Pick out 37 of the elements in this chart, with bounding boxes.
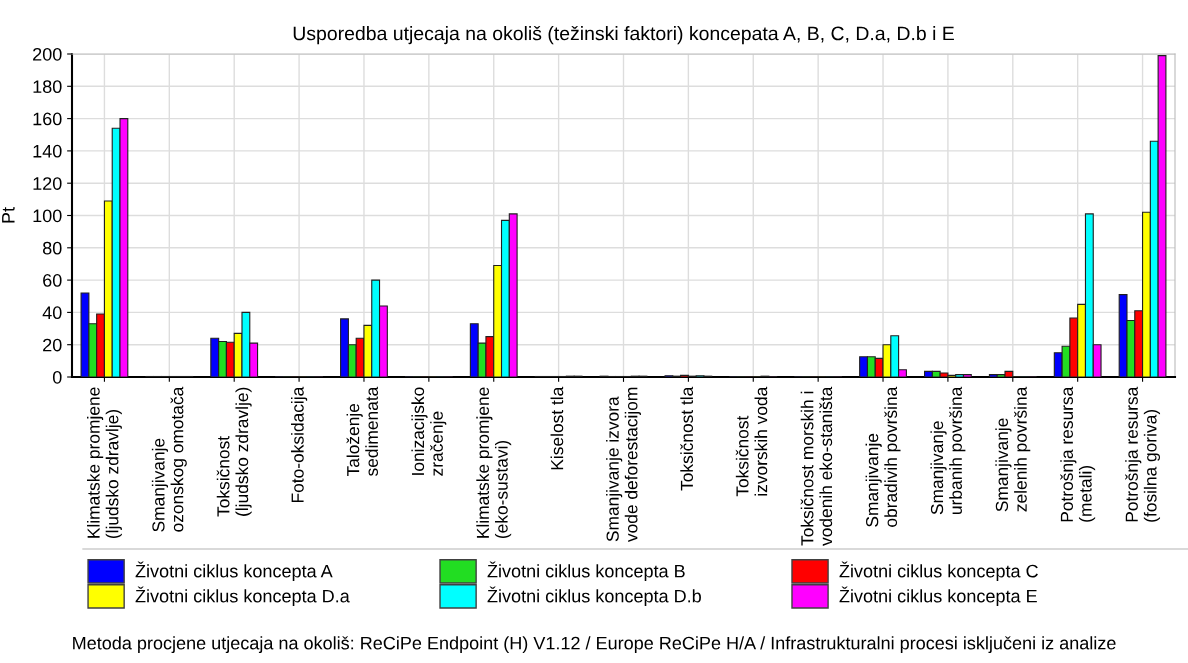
x-tick-label: Taloženje sedimenata [346,386,379,477]
legend-label: Životni ciklus koncepta A [135,561,333,582]
x-tick-label: Toksičnost izvorskih voda [735,386,768,497]
x-tick-label: Klimatske promjene (ljudsko zdravlje) [87,387,122,539]
x-tick-label: Foto-oksidacija [291,386,308,503]
y-tick-label: 100 [33,209,62,223]
y-tick-label: 40 [42,306,62,320]
x-tick-label: Smanjivanje obradivih površina [865,386,901,527]
y-tick-label: 160 [33,112,62,126]
x-tick-label: Kiselost tla [550,386,564,470]
y-tick-label: 200 [33,47,62,61]
legend-label: Životni ciklus koncepta C [839,561,1038,582]
legend-label: Životni ciklus koncepta E [839,586,1037,607]
y-axis-title: Pt [2,207,15,223]
x-tick-label: Potrošnja resursa (fosilna goriva) [1125,386,1161,522]
x-tick-label: Smanjivanje zelenih površina [995,386,1031,512]
text: Metoda procjene utjecaja na okoliš: ReCiPe Endpoint (H) V1.12 / Europe ReCiPe H/A / Infrastrukturalni procesi isključeni iz analize [73,636,1116,654]
x-tick-label: Potrošnja resursa (metali) [1060,386,1096,522]
x-tick-label: Klimatske promjene (eko-sustavi) [476,387,512,539]
x-tick-label: Toksičnost morskih i vodenih eko-staništa [800,386,833,546]
x-tick-label: Toksičnost (ljudsko zdravlje) [216,387,252,517]
legend-label: Životni ciklus koncepta D.b [487,586,701,607]
x-tick-label: Smanjivanje izvora vode deforestacijom [606,387,641,543]
y-tick-label: 80 [42,241,62,255]
chart-title: Usporedba utjecaja na okoliš (težinski faktori) koncepata A, B, C, D.a, D.b i E [293,25,954,45]
y-tick-label: 20 [43,338,62,352]
y-tick-label: 140 [33,144,62,158]
legend-label: Životni ciklus koncepta B [487,561,685,582]
y-tick-label: 180 [33,80,62,94]
x-tick-label: Smanjivanje urbanih površina [930,386,966,515]
y-tick-label: 120 [33,177,62,190]
y-tick-label: 60 [43,274,62,287]
x-tick-label: Ionizacijsko zračenje [411,387,447,476]
y-tick-label: 0 [52,370,62,384]
legend-label: Životni ciklus koncepta D.a [135,586,350,607]
x-tick-label: Toksičnost tla [680,386,694,491]
x-tick-label: Smanjivanje ozonskog omotača [151,386,187,532]
